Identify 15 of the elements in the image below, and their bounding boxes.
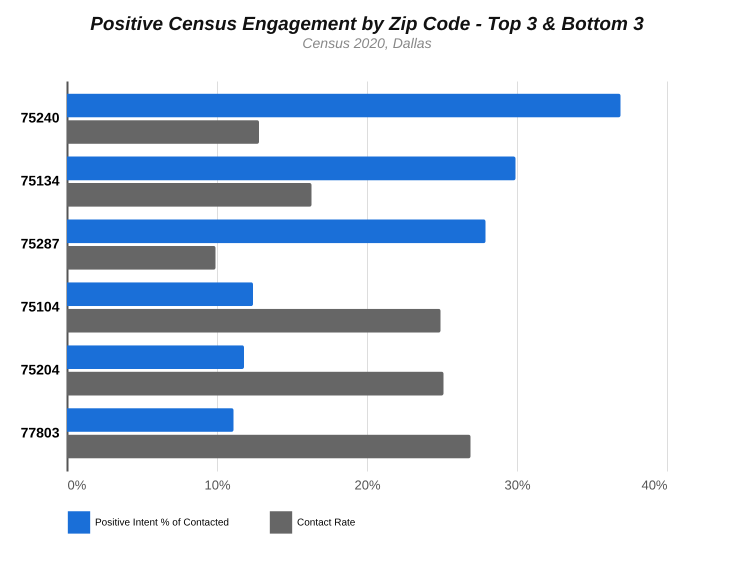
y-tick-label: 77803 (20, 424, 60, 440)
x-tick-label: 40% (641, 478, 668, 492)
x-tick-label: 0% (68, 478, 87, 492)
y-tick-label: 75240 (20, 110, 60, 126)
y-tick-label: 75287 (20, 236, 60, 252)
chart-subtitle: Census 2020, Dallas (302, 35, 432, 51)
x-tick-label: 30% (504, 478, 531, 492)
x-tick-label: 10% (204, 478, 231, 492)
legend-label: Contact Rate (297, 517, 356, 528)
x-tick-label: 20% (354, 478, 381, 492)
legend-label: Positive Intent % of Contacted (95, 517, 229, 528)
y-tick-label: 75134 (20, 172, 60, 189)
chart-title: Positive Census Engagement by Zip Code - Top 3 & Bottom 3 (90, 14, 644, 35)
y-tick-label: 75104 (20, 298, 60, 314)
y-tick-label: 75204 (20, 361, 60, 378)
